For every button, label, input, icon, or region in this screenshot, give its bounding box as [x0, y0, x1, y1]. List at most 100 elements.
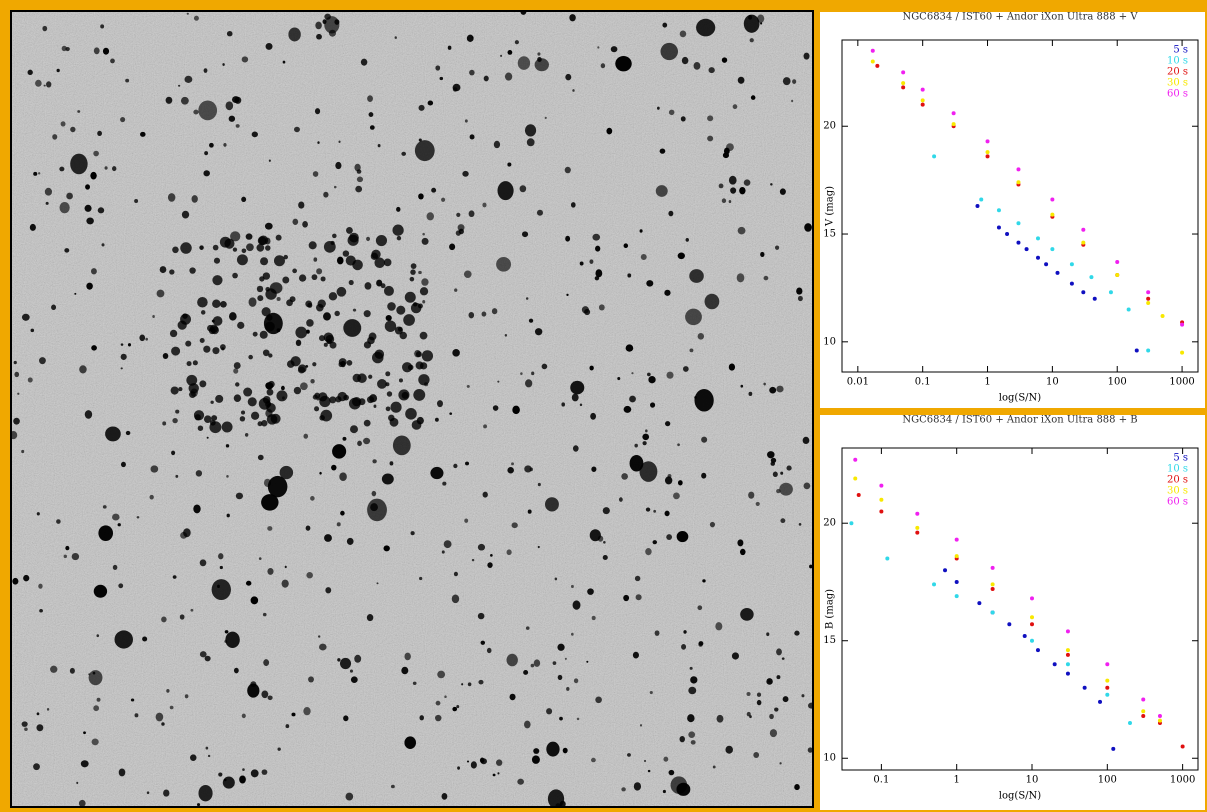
star — [221, 421, 233, 433]
star — [430, 466, 444, 480]
star — [145, 337, 148, 341]
star — [639, 461, 658, 482]
star — [236, 254, 248, 266]
star — [687, 714, 695, 723]
star — [38, 172, 41, 175]
star — [375, 234, 388, 247]
point — [985, 139, 990, 144]
star — [350, 676, 358, 684]
star — [243, 387, 253, 397]
point — [1069, 262, 1074, 267]
star — [492, 405, 499, 411]
star — [662, 789, 666, 794]
star — [265, 286, 271, 292]
star — [529, 467, 533, 472]
star — [737, 539, 744, 547]
star — [65, 47, 70, 52]
star — [479, 757, 485, 763]
star — [246, 243, 254, 252]
star — [262, 272, 271, 280]
star — [579, 261, 584, 266]
star — [235, 124, 240, 128]
star — [680, 116, 686, 122]
star — [250, 596, 259, 605]
star — [251, 131, 258, 138]
star — [725, 745, 733, 754]
star — [557, 674, 563, 680]
star — [388, 414, 395, 422]
star — [33, 763, 40, 771]
star — [557, 643, 565, 651]
star — [666, 534, 673, 540]
star — [701, 436, 708, 443]
star — [633, 782, 642, 791]
chart-title: NGC6834 / IST60 + Andor iXon Ultra 888 +… — [902, 415, 1137, 426]
star — [591, 466, 597, 472]
star — [239, 416, 246, 422]
star — [180, 531, 188, 539]
star — [312, 171, 319, 177]
star — [466, 34, 474, 42]
star — [203, 345, 211, 353]
star — [21, 313, 30, 321]
star — [340, 657, 352, 670]
star — [256, 285, 264, 293]
star — [146, 791, 150, 795]
star — [59, 201, 70, 214]
star — [769, 386, 777, 394]
star — [262, 349, 270, 357]
star — [355, 185, 363, 193]
star — [602, 507, 610, 515]
star — [421, 278, 429, 286]
star — [337, 658, 341, 662]
point — [1081, 290, 1086, 295]
star — [721, 198, 727, 204]
star — [112, 166, 117, 172]
plot-frame — [841, 39, 1199, 373]
star — [306, 319, 314, 327]
point — [1111, 746, 1116, 751]
star — [452, 83, 461, 92]
point — [1126, 307, 1131, 312]
star — [276, 390, 288, 402]
star — [760, 22, 763, 25]
star — [394, 326, 403, 335]
star — [726, 143, 734, 152]
star — [114, 630, 133, 649]
star — [370, 503, 378, 512]
star — [530, 663, 535, 668]
point — [1050, 247, 1055, 252]
star — [277, 747, 281, 751]
star — [418, 104, 425, 111]
star — [728, 363, 736, 371]
star — [293, 386, 302, 395]
star — [668, 769, 675, 776]
star — [410, 531, 415, 536]
star — [12, 577, 19, 585]
point — [1180, 350, 1185, 355]
star — [770, 457, 777, 463]
star — [223, 778, 227, 782]
star — [71, 552, 80, 561]
star — [534, 58, 549, 72]
star — [385, 406, 391, 412]
star — [779, 188, 786, 195]
star — [50, 665, 58, 673]
star — [480, 640, 486, 645]
star — [796, 287, 803, 295]
star — [169, 329, 178, 338]
star — [367, 95, 373, 103]
star — [748, 491, 755, 499]
star — [363, 437, 371, 445]
star — [350, 425, 358, 434]
point — [977, 601, 982, 606]
star — [464, 518, 469, 523]
star — [105, 426, 121, 442]
star — [401, 391, 409, 399]
star — [283, 254, 288, 260]
star — [315, 21, 322, 30]
star — [452, 706, 458, 712]
star — [104, 166, 108, 170]
star — [223, 143, 227, 147]
star — [376, 582, 379, 585]
